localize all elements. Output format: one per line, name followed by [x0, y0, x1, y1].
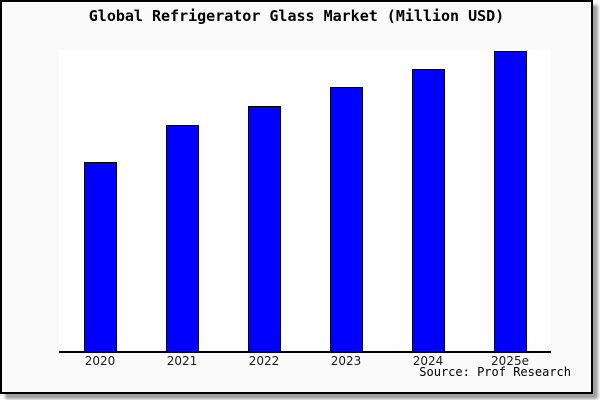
bar-2021 — [165, 125, 199, 351]
x-axis-tick-labels: 2020 2021 2022 2023 2024 2025e — [59, 354, 551, 372]
x-tick-label-2021: 2021 — [166, 354, 198, 368]
x-tick-label-2025e: 2025e — [491, 354, 529, 368]
bar-2020 — [83, 162, 117, 351]
chart-frame: Global Refrigerator Glass Market (Millio… — [0, 0, 593, 394]
source-credit: Source: Prof Research — [419, 365, 571, 379]
bar-2024 — [411, 69, 445, 351]
bar-2025e — [493, 51, 527, 351]
x-tick-label-2024: 2024 — [412, 354, 444, 368]
chart-title: Global Refrigerator Glass Market (Millio… — [88, 7, 505, 25]
bar-2023 — [329, 87, 363, 351]
x-tick-label-2023: 2023 — [330, 354, 362, 368]
bar-2022 — [247, 106, 281, 351]
x-tick-label-2022: 2022 — [248, 354, 280, 368]
plot-area — [59, 50, 551, 353]
x-tick-label-2020: 2020 — [84, 354, 116, 368]
